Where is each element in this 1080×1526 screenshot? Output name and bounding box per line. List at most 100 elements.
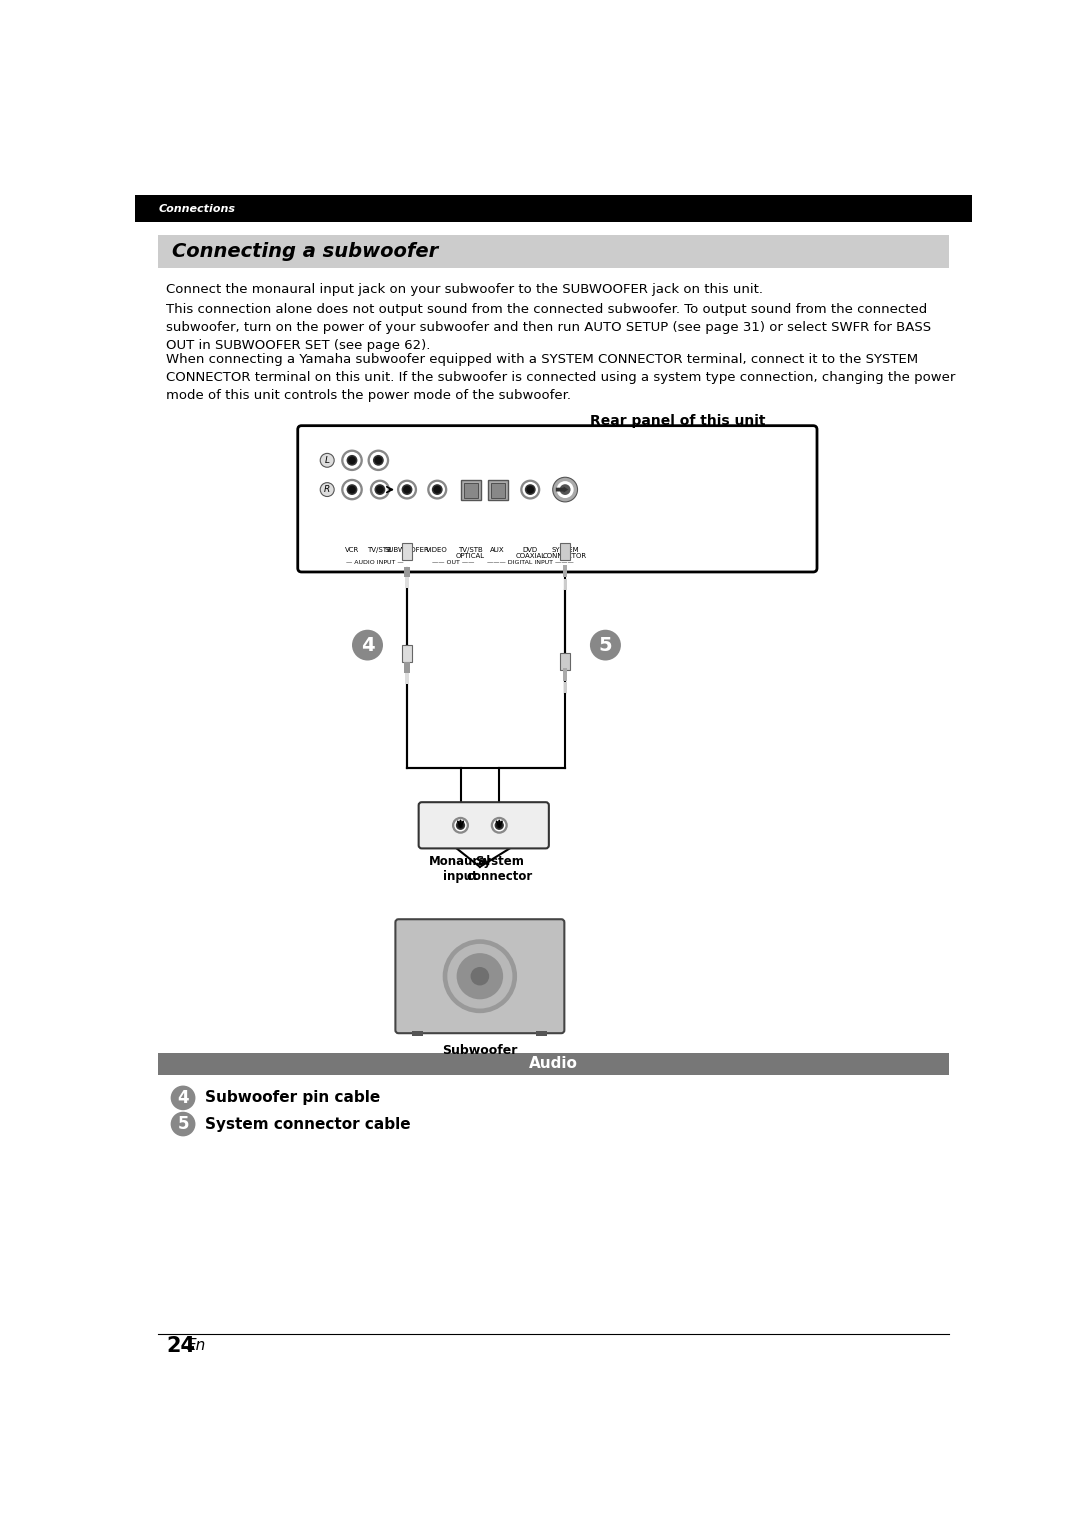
Circle shape [457,954,503,1000]
Bar [402,543,413,560]
Text: 4: 4 [177,1090,189,1106]
Circle shape [447,945,512,1009]
Bar [537,1032,548,1036]
Bar [561,653,570,670]
Circle shape [443,940,517,1013]
Circle shape [526,485,535,493]
FancyBboxPatch shape [395,919,565,1033]
Text: Subwoofer pin cable: Subwoofer pin cable [205,1091,380,1105]
Circle shape [341,450,363,472]
Text: Audio: Audio [529,1056,578,1071]
Circle shape [428,479,447,499]
Circle shape [521,479,540,499]
Circle shape [347,455,357,465]
Circle shape [348,456,356,464]
Circle shape [433,485,441,493]
Circle shape [471,967,489,986]
Bar [561,543,570,560]
Text: En: En [186,1338,205,1354]
Circle shape [367,450,389,472]
Text: VIDEO: VIDEO [427,546,448,552]
Circle shape [495,821,504,830]
Circle shape [430,482,445,497]
Circle shape [375,484,386,494]
Circle shape [400,482,415,497]
Circle shape [451,816,469,833]
Bar [488,481,508,501]
Text: Subwoofer: Subwoofer [442,1044,517,1058]
Circle shape [496,823,502,829]
Text: — AUDIO INPUT —: — AUDIO INPUT — [347,560,404,566]
Circle shape [458,823,463,829]
Circle shape [556,481,573,497]
Text: 24: 24 [166,1335,195,1355]
Bar [404,566,410,577]
Circle shape [373,482,388,497]
Circle shape [343,481,361,497]
Circle shape [348,485,356,493]
Circle shape [321,482,334,496]
Circle shape [343,452,361,468]
Circle shape [456,821,465,830]
Text: AUX: AUX [490,546,505,552]
Text: TV/STB: TV/STB [458,546,483,552]
Circle shape [432,484,443,494]
Circle shape [559,484,570,494]
Bar [563,565,567,577]
Circle shape [373,455,383,465]
Bar [159,1053,948,1074]
Text: TV/STB: TV/STB [367,546,392,552]
Circle shape [553,478,578,502]
Bar [135,195,972,221]
Circle shape [347,484,357,494]
Circle shape [490,816,508,833]
Text: When connecting a Yamaha subwoofer equipped with a SYSTEM CONNECTOR terminal, co: When connecting a Yamaha subwoofer equip… [166,353,956,401]
Circle shape [369,452,387,468]
Text: COAXIAL: COAXIAL [515,554,545,560]
Circle shape [397,479,417,499]
Bar [463,482,477,497]
Bar [564,682,567,693]
Bar [413,1032,423,1036]
Circle shape [352,630,383,661]
Circle shape [455,819,467,832]
Bar [402,645,413,662]
Circle shape [494,819,505,832]
Text: Connections: Connections [159,203,235,214]
Text: SYSTEM: SYSTEM [551,546,579,552]
Text: VCR: VCR [345,546,360,552]
Text: OPTICAL: OPTICAL [456,554,485,560]
FancyBboxPatch shape [298,426,816,572]
Text: —— OUT ——: —— OUT —— [432,560,474,566]
Bar [460,481,481,501]
Circle shape [523,482,538,497]
Circle shape [341,479,363,501]
Bar [405,673,408,684]
Circle shape [376,485,383,493]
Bar [563,668,567,681]
Text: 5: 5 [177,1116,189,1134]
Text: Monaural
input: Monaural input [430,855,491,882]
Circle shape [171,1085,195,1111]
Circle shape [525,484,536,494]
Text: Connecting a subwoofer: Connecting a subwoofer [172,243,438,261]
Circle shape [402,484,413,494]
Bar [490,482,504,497]
Bar [159,235,948,269]
Text: R: R [324,485,330,494]
FancyArrow shape [556,487,568,493]
Bar [405,577,408,588]
Circle shape [375,456,382,464]
Text: CONNECTOR: CONNECTOR [543,554,588,560]
Circle shape [403,485,410,493]
Text: System connector cable: System connector cable [205,1117,410,1132]
Bar [404,662,410,673]
Circle shape [369,479,390,499]
Text: ——— DIGITAL INPUT ———: ——— DIGITAL INPUT ——— [487,560,573,566]
Circle shape [321,453,334,467]
Text: 5: 5 [598,636,612,655]
Text: L: L [325,456,329,465]
Text: Connect the monaural input jack on your subwoofer to the SUBWOOFER jack on this : Connect the monaural input jack on your … [166,284,762,296]
Text: DVD: DVD [523,546,538,552]
FancyBboxPatch shape [419,803,549,848]
